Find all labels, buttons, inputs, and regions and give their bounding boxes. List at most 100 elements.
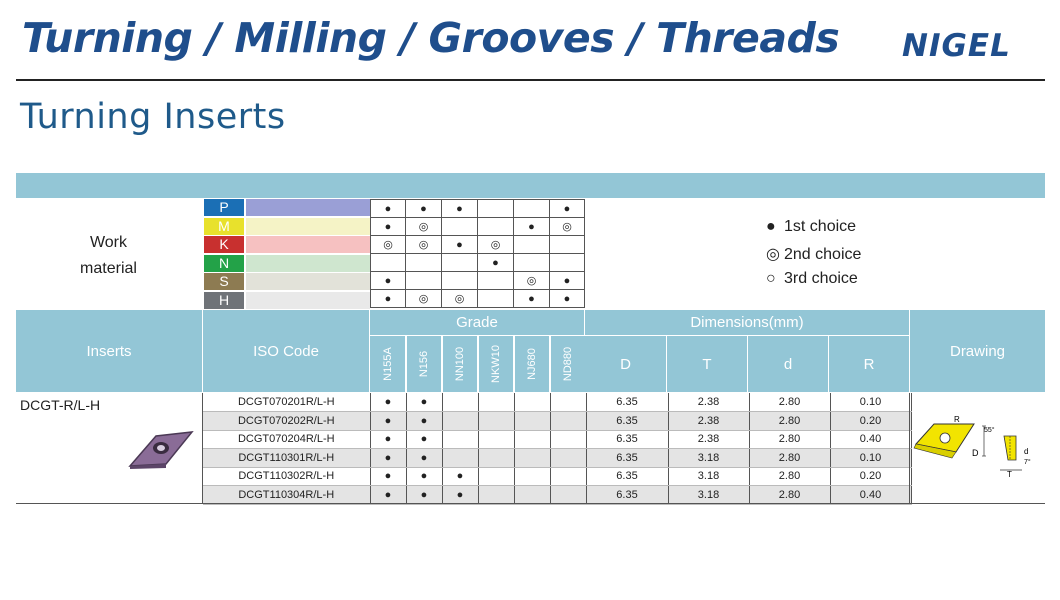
page-headline: Turning / Milling / Grooves / Threads <box>22 14 840 62</box>
material-mark <box>477 271 514 290</box>
legend-item: ● 1st choice <box>766 218 856 236</box>
table-row: DCGT070202R/L-H ● ● 6.35 2.38 2.80 0.20 <box>203 411 912 431</box>
grade-mark-cell <box>478 430 515 449</box>
grade-mark-cell: ● <box>406 430 443 449</box>
grade-mark-cell <box>514 430 551 449</box>
grade-mark-cell <box>550 393 587 412</box>
dimension-cell: 2.80 <box>749 448 831 468</box>
grade-header-label: NJ680 <box>525 348 538 380</box>
grade-header-nn100: NN100 <box>443 336 477 392</box>
grade-mark-cell <box>442 430 479 449</box>
drawing-divider <box>909 393 910 503</box>
material-mark <box>441 217 478 236</box>
header-drawing: Drawing <box>910 310 1045 392</box>
grade-mark-cell <box>478 448 515 468</box>
material-mark <box>513 253 550 272</box>
material-letter-4: S <box>204 273 244 290</box>
material-mark <box>477 289 514 308</box>
drawing-label-r: R <box>954 415 960 424</box>
grade-header-label: NKW10 <box>490 345 502 383</box>
material-color-bar-3 <box>246 255 370 272</box>
material-mark: ● <box>513 289 550 308</box>
material-mark: ◎ <box>549 217 585 236</box>
grade-mark-cell <box>442 411 479 431</box>
legend-item: ◎ 2nd choice <box>766 244 861 264</box>
material-mark <box>477 199 514 218</box>
grade-mark-cell <box>442 448 479 468</box>
grade-mark-cell <box>514 393 551 412</box>
drawing-label-angle2: 7° <box>1024 458 1031 466</box>
grade-mark-cell <box>514 485 551 505</box>
dimension-cell: 2.80 <box>749 485 831 505</box>
material-mark: ● <box>370 217 406 236</box>
inserts-divider <box>202 393 203 503</box>
dimension-cell: 3.18 <box>668 448 750 468</box>
dimension-header-3: R <box>829 336 909 392</box>
material-mark: ● <box>370 199 406 218</box>
legend-label: 3rd choice <box>784 270 858 287</box>
grade-mark-cell: ● <box>370 485 407 505</box>
material-mark: ◎ <box>405 289 442 308</box>
iso-code-cell: DCGT070204R/L-H <box>203 430 371 449</box>
material-mark <box>441 253 478 272</box>
grade-header-label: N156 <box>417 350 430 378</box>
dimension-cell: 0.10 <box>830 448 912 468</box>
material-mark: ● <box>477 253 514 272</box>
material-mark: ◎ <box>405 217 442 236</box>
legend-symbol: ◎ <box>766 246 780 263</box>
dimension-cell: 2.80 <box>749 430 831 449</box>
dimension-cell: 6.35 <box>586 411 669 431</box>
grade-mark-cell: ● <box>406 411 443 431</box>
dimension-header-1: T <box>667 336 747 392</box>
dimension-cell: 2.80 <box>749 393 831 412</box>
table-top-band <box>16 173 1045 198</box>
grade-mark-cell: ● <box>370 448 407 468</box>
grade-mark-cell: ● <box>370 430 407 449</box>
dimension-cell: 0.20 <box>830 411 912 431</box>
grade-mark-cell: ● <box>370 393 407 412</box>
grade-header-nd880: ND880 <box>551 336 585 392</box>
work-material-label-line2: material <box>80 260 137 277</box>
dimension-cell: 2.80 <box>749 467 831 486</box>
dimension-cell: 2.38 <box>668 411 750 431</box>
table-row: DCGT070201R/L-H ● ● 6.35 2.38 2.80 0.10 <box>203 393 912 412</box>
grade-mark-cell <box>478 411 515 431</box>
grade-header-label: N155A <box>381 347 394 381</box>
material-mark: ● <box>405 199 442 218</box>
material-mark: ◎ <box>477 235 514 254</box>
material-mark: ● <box>370 271 406 290</box>
header-inserts: Inserts <box>16 310 202 392</box>
grade-mark-cell: ● <box>406 467 443 486</box>
material-mark: ◎ <box>370 235 406 254</box>
header-iso-code: ISO Code <box>203 310 369 392</box>
grade-mark-cell <box>550 430 587 449</box>
dimension-cell: 3.18 <box>668 485 750 505</box>
iso-code-cell: DCGT110302R/L-H <box>203 467 371 486</box>
material-mark: ● <box>549 199 585 218</box>
grade-header-n156: N156 <box>407 336 441 392</box>
header-grade: Grade <box>370 310 584 335</box>
material-color-bar-5 <box>246 292 370 309</box>
grade-header-label: NN100 <box>454 346 466 382</box>
dimension-cell: 6.35 <box>586 393 669 412</box>
insert-dimension-drawing: R 55° D d T 7° <box>913 415 1031 479</box>
table-row: DCGT110302R/L-H ● ● ● 6.35 3.18 2.80 0.20 <box>203 467 912 486</box>
grade-mark-cell <box>550 448 587 468</box>
grade-mark-cell: ● <box>442 467 479 486</box>
dimension-cell: 0.10 <box>830 393 912 412</box>
grade-mark-cell <box>514 411 551 431</box>
material-mark <box>405 271 442 290</box>
material-mark: ● <box>441 235 478 254</box>
grade-mark-cell: ● <box>442 485 479 505</box>
dimension-cell: 2.38 <box>668 393 750 412</box>
iso-code-cell: DCGT070201R/L-H <box>203 393 371 412</box>
grade-mark-cell <box>478 393 515 412</box>
material-mark: ◎ <box>405 235 442 254</box>
grade-mark-cell: ● <box>406 393 443 412</box>
grade-header-nj680: NJ680 <box>515 336 549 392</box>
inserts-data-table: DCGT070201R/L-H ● ● 6.35 2.38 2.80 0.10 DCGT070… <box>203 393 912 505</box>
grade-mark-cell: ● <box>370 411 407 431</box>
dimension-cell: 3.18 <box>668 467 750 486</box>
legend-symbol: ○ <box>766 270 776 287</box>
dimension-cell: 2.80 <box>749 411 831 431</box>
